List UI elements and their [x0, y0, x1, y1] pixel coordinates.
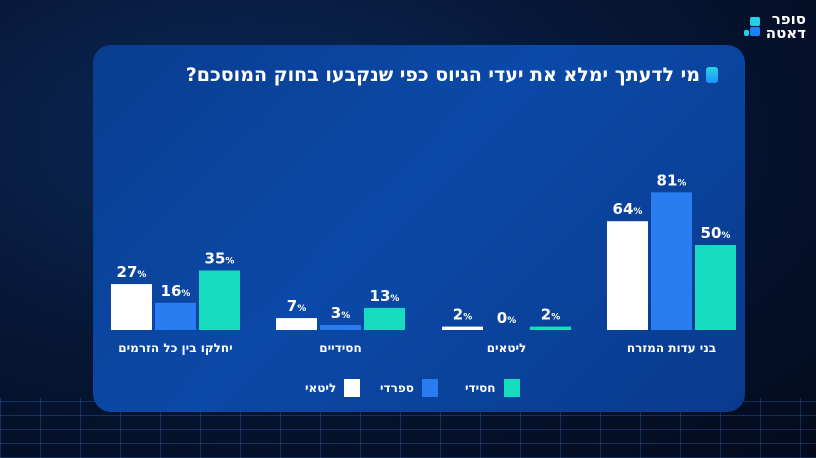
bar: [607, 221, 648, 330]
legend-label: חסידי: [465, 381, 496, 395]
data-label: 2%: [453, 306, 472, 324]
legend-swatch: [503, 379, 520, 397]
bar: [364, 307, 405, 330]
logo-line1: סופר: [771, 10, 806, 28]
legend: ליטאי ספרדי חסידי: [0, 379, 816, 399]
data-label: 2%: [541, 306, 560, 324]
bar: [530, 326, 571, 330]
legend-swatch: [344, 379, 361, 397]
data-label: 27%: [117, 263, 147, 281]
data-label: 35%: [205, 250, 235, 268]
legend-label: ספרדי: [380, 381, 414, 395]
legend-label: ליטאי: [305, 381, 337, 395]
category-label: בני עדות המזרח: [627, 341, 716, 355]
data-label: 64%: [613, 200, 643, 218]
title-bullet-icon: [706, 67, 718, 83]
bar: [320, 324, 361, 330]
category-label: יחלקו בין כל הזרמים: [118, 341, 232, 355]
bar: [199, 270, 240, 330]
data-label: 0%: [497, 309, 516, 327]
data-label: 7%: [287, 297, 306, 315]
bar: [651, 192, 692, 330]
bar: [442, 326, 483, 330]
data-label: 3%: [331, 304, 350, 322]
chart-title: מי לדעתך ימלא את יעדי הגיוס כפי שנקבעו ב…: [158, 62, 718, 89]
data-label: 16%: [161, 282, 191, 300]
category-label: ליטאים: [487, 341, 527, 355]
legend-item: ליטאי: [305, 379, 361, 397]
bar: [155, 302, 196, 330]
logo-mark-icon: [743, 15, 762, 37]
legend-swatch: [421, 379, 438, 397]
logo-line2: דאטה: [765, 24, 806, 42]
legend-item: ספרדי: [380, 379, 438, 397]
bar: [695, 245, 736, 330]
data-label: 13%: [370, 287, 400, 305]
logo: סופר דאטה: [743, 10, 806, 42]
data-label: 50%: [701, 224, 731, 242]
bar: [111, 284, 152, 330]
category-label: חסידיים: [319, 341, 361, 355]
bar: [276, 318, 317, 330]
data-label: 81%: [657, 171, 687, 189]
legend-item: חסידי: [465, 379, 520, 397]
title-text: מי לדעתך ימלא את יעדי הגיוס כפי שנקבעו ב…: [185, 64, 700, 86]
